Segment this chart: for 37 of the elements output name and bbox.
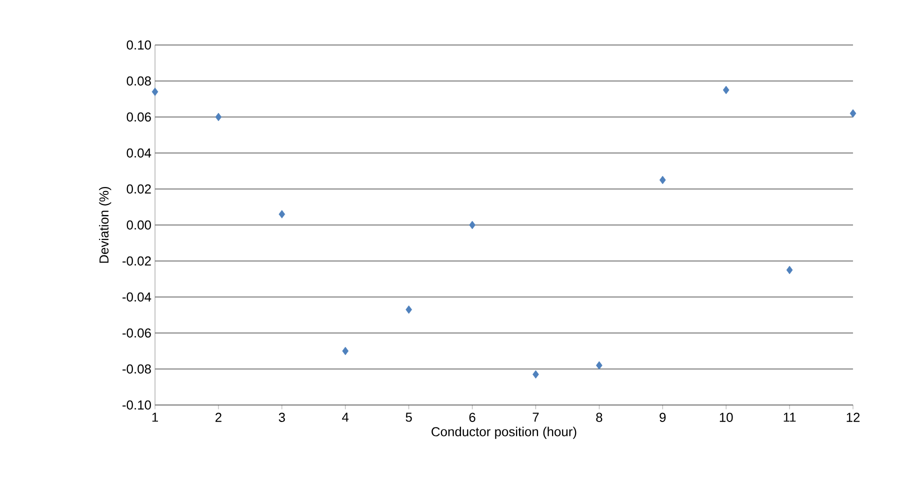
y-tick-label: -0.08 [122, 364, 151, 374]
point [215, 112, 222, 122]
y-tick-label: 0.06 [126, 112, 151, 122]
y-tick-label: -0.02 [122, 256, 151, 266]
x-axis-title: Conductor position (hour) [432, 426, 576, 439]
point [596, 361, 602, 370]
y-tick-label: 0.04 [126, 148, 152, 158]
x-tick-label: 4 [342, 412, 349, 422]
y-axis-title: Deviation (%) [99, 186, 112, 263]
y-tick-label: 0.02 [126, 184, 151, 194]
point [342, 346, 349, 356]
x-tick-label: 10 [720, 412, 733, 422]
x-tick-label: 6 [469, 412, 476, 422]
y-tick-label: -0.10 [122, 400, 151, 410]
x-tick-label: 1 [152, 412, 158, 422]
point [659, 176, 666, 184]
point [469, 220, 476, 230]
x-tick-label: 5 [406, 412, 412, 422]
y-tick-label: -0.04 [122, 292, 152, 302]
x-tick-label: 8 [596, 412, 602, 422]
point [152, 88, 158, 96]
point [850, 109, 856, 118]
x-tick-label: 12 [846, 412, 860, 422]
x-tick-label: 2 [216, 412, 222, 422]
x-tick-label: 9 [660, 412, 666, 422]
point [722, 86, 730, 94]
x-tick-label: 11 [784, 412, 796, 422]
y-tick-label: -0.06 [122, 328, 151, 338]
point [278, 210, 286, 218]
x-tick-label: 3 [278, 412, 285, 422]
y-tick-label: 0.10 [126, 40, 151, 50]
x-tick-label: 7 [532, 412, 539, 422]
y-tick-label: 0.08 [126, 76, 151, 86]
point [786, 266, 793, 274]
y-tick-label: 0.00 [126, 220, 151, 230]
point [532, 370, 539, 379]
point [406, 305, 412, 314]
